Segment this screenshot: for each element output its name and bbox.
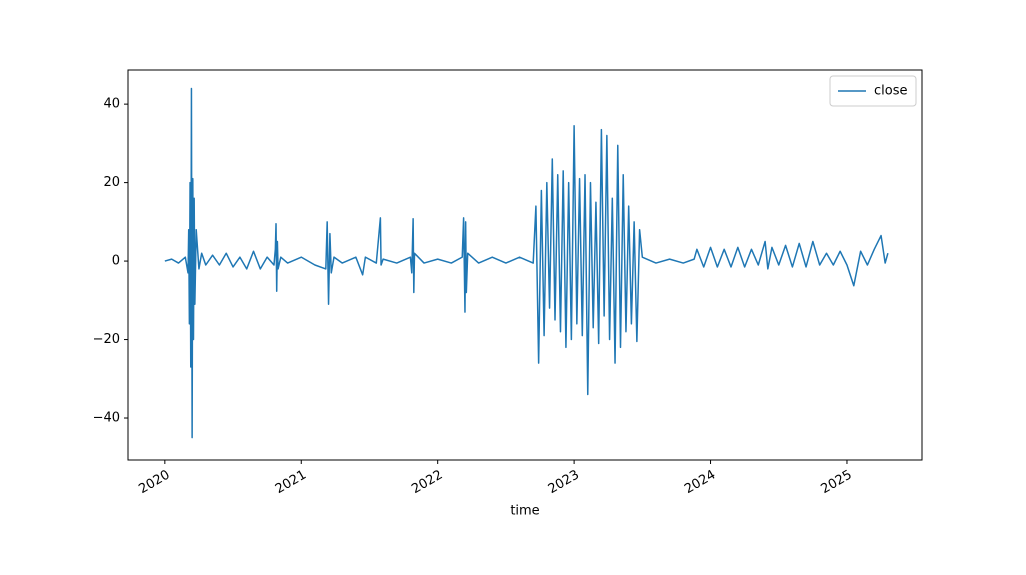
y-tick-label: 20	[103, 175, 120, 190]
y-tick-label: −20	[93, 332, 120, 347]
x-axis-label: time	[510, 504, 539, 519]
y-tick-label: −40	[93, 411, 120, 426]
line-series	[164, 87, 889, 439]
legend-box	[829, 75, 917, 107]
legend-label: close	[874, 84, 907, 99]
plot-frame	[127, 69, 923, 461]
y-tick-label: 0	[112, 254, 120, 269]
y-tick-label: 40	[103, 97, 120, 112]
